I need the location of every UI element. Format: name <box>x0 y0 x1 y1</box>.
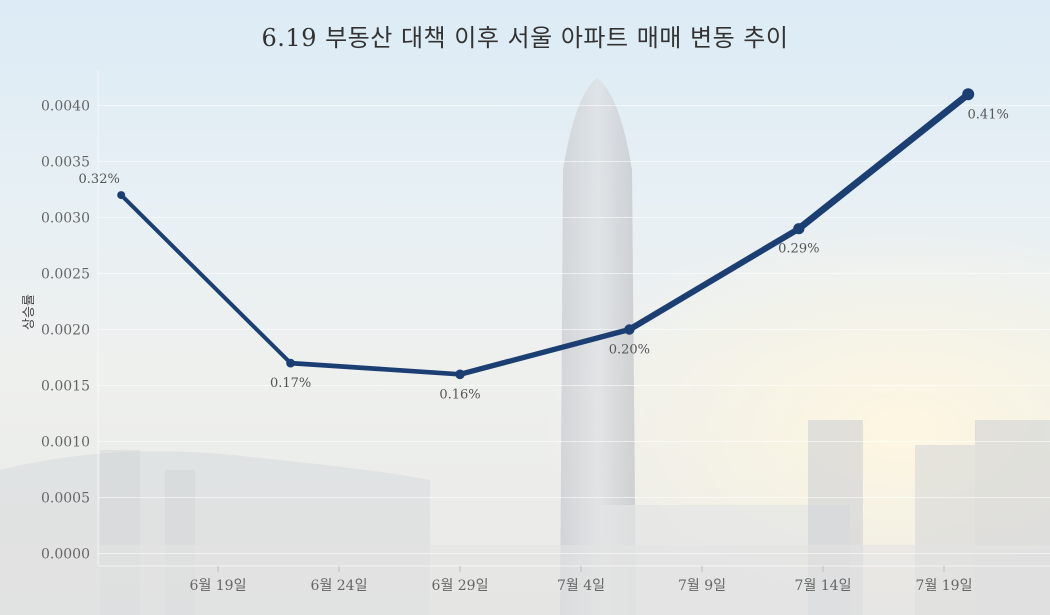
y-tick-label-7: 0.0035 <box>41 155 90 171</box>
data-label-2: 0.16% <box>439 387 480 402</box>
x-tick-label-5: 7월 14일 <box>795 578 852 594</box>
data-label-5: 0.41% <box>968 107 1009 122</box>
x-axis-ticks: 6월 19일 6월 24일 6월 29일 7월 4일 7월 9일 7월 14일 7월 19일 <box>190 566 973 594</box>
y-tick-label-6: 0.0030 <box>41 211 90 227</box>
grid-lines <box>97 70 1050 567</box>
chart-title: 6.19 부동산 대책 이후 서울 아파트 매매 변동 추이 <box>261 24 789 52</box>
y-tick-label-0: 0.0000 <box>41 547 90 563</box>
data-label-4: 0.29% <box>778 242 819 257</box>
y-tick-label-2: 0.0010 <box>41 435 90 451</box>
series-0-segment-4 <box>795 90 972 233</box>
series-0-segment-3 <box>626 225 802 333</box>
y-axis-ticks: 0.0000 0.0005 0.0010 0.0015 0.0020 0.0025 0.00… <box>41 99 90 563</box>
series-0-segment-2 <box>457 326 633 377</box>
y-tick-label-3: 0.0015 <box>41 379 90 395</box>
y-tick-label-4: 0.0020 <box>41 323 90 339</box>
x-tick-label-3: 7월 4일 <box>557 578 605 594</box>
x-tick-label-2: 6월 29일 <box>432 578 489 594</box>
x-tick-label-4: 7월 9일 <box>678 578 726 594</box>
data-point-2 <box>455 369 465 380</box>
data-label-0: 0.32% <box>79 172 120 187</box>
data-point-4 <box>793 223 805 235</box>
y-tick-label-5: 0.0025 <box>41 267 90 283</box>
x-tick-label-1: 6월 24일 <box>311 578 368 594</box>
data-label-3: 0.20% <box>609 343 650 358</box>
data-point-5 <box>962 88 975 101</box>
data-point-3 <box>624 324 635 335</box>
series-0-segment-0 <box>119 193 293 366</box>
data-point-1 <box>286 358 295 368</box>
y-tick-label-8: 0.0040 <box>41 99 90 115</box>
series-0-segment-1 <box>288 360 463 377</box>
data-point-0 <box>117 191 126 200</box>
x-tick-label-0: 6월 19일 <box>190 578 247 594</box>
x-tick-label-6: 7월 19일 <box>916 578 973 594</box>
data-label-1: 0.17% <box>270 376 311 391</box>
y-tick-label-1: 0.0005 <box>41 491 90 507</box>
y-axis-title: 상승률 <box>22 294 37 330</box>
series-group: 0.32% 0.17% 0.16% 0.20% 0.29% 0.41% <box>79 88 1009 402</box>
